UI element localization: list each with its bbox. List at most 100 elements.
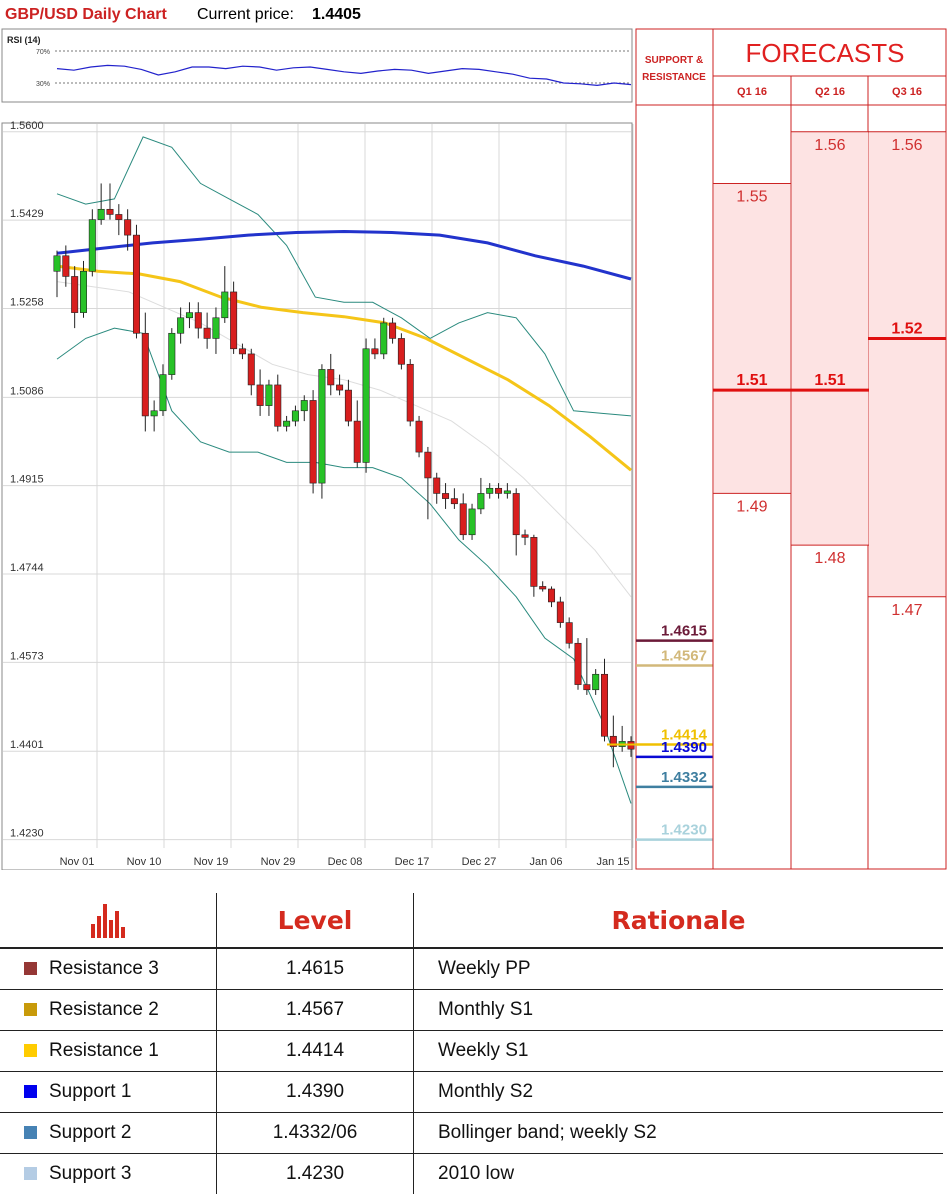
level-rationale: Monthly S2 [414, 1072, 944, 1113]
candle-body-up [160, 375, 166, 411]
candle-body-down [539, 586, 545, 589]
x-tick-label: Nov 10 [127, 856, 162, 868]
candle-body-up [89, 220, 95, 272]
y-tick-label: 1.5258 [10, 296, 44, 308]
forecast-range-band [869, 132, 945, 597]
x-tick-label: Jan 15 [596, 856, 629, 868]
level-name-cell: Support 3 [0, 1154, 217, 1194]
level-rationale: Weekly PP [414, 948, 944, 990]
rationale-header: Rationale [414, 893, 944, 948]
candle-body-down [584, 685, 590, 690]
candle-body-down [328, 369, 334, 384]
candle-body-down [345, 390, 351, 421]
level-header: Level [217, 893, 414, 948]
candle-body-down [230, 292, 236, 349]
y-tick-label: 1.5086 [10, 385, 44, 397]
sr-level-label: 1.4567 [661, 647, 707, 664]
candle-body-down [204, 328, 210, 338]
candle-body-down [389, 323, 395, 338]
level-name-cell: Resistance 2 [0, 990, 217, 1031]
candle-body-up [363, 349, 369, 463]
candle-body-down [195, 313, 201, 328]
level-rationale: Weekly S1 [414, 1031, 944, 1072]
candle-body-down [336, 385, 342, 390]
candle-body-up [319, 369, 325, 483]
candle-body-down [460, 504, 466, 535]
candle-body-down [495, 488, 501, 493]
level-color-swatch [24, 1044, 37, 1057]
candle-body-down [601, 674, 607, 736]
candle [133, 225, 139, 339]
candle-body-up [592, 674, 598, 689]
x-tick-label: Dec 08 [328, 856, 363, 868]
sr-level-label: 1.4615 [661, 623, 707, 640]
candle [363, 338, 369, 472]
sr-level-label: 1.4390 [661, 739, 707, 756]
chart-bars-icon [0, 893, 217, 948]
level-name: Resistance 3 [49, 958, 159, 979]
level-color-swatch [24, 1126, 37, 1139]
candle-body-up [266, 385, 272, 406]
candle-body-down [407, 364, 413, 421]
candle-body-up [469, 509, 475, 535]
forecast-col-header: Q2 16 [815, 86, 845, 98]
sr-title-line2: RESISTANCE [642, 72, 706, 83]
candle-body-down [257, 385, 263, 406]
level-color-swatch [24, 1085, 37, 1098]
candle-body-down [124, 220, 130, 235]
candle-body-down [71, 276, 77, 312]
candle-body-down [354, 421, 360, 462]
candle [319, 364, 325, 498]
candle [407, 359, 413, 426]
level-value: 1.4567 [217, 990, 414, 1031]
candle-body-down [416, 421, 422, 452]
candle-body-up [222, 292, 228, 318]
x-tick-label: Dec 27 [462, 856, 497, 868]
candle-body-down [425, 452, 431, 478]
forecast-max-label: 1.55 [736, 188, 767, 205]
candle-body-down [142, 333, 148, 416]
chart-area: GBP/USD Daily Chart Current price: 1.440… [0, 0, 950, 870]
candle-body-down [239, 349, 245, 354]
level-rationale: 2010 low [414, 1154, 944, 1194]
candle-body-down [513, 493, 519, 534]
candle-body-down [451, 499, 457, 504]
x-tick-label: Nov 19 [194, 856, 229, 868]
candle-body-down [442, 493, 448, 498]
candle-body-up [80, 271, 86, 312]
forecast-min-label: 1.49 [736, 498, 767, 515]
candle [416, 416, 422, 457]
x-tick-label: Dec 17 [395, 856, 430, 868]
level-name: Support 2 [49, 1122, 131, 1143]
level-value: 1.4615 [217, 948, 414, 990]
candle-body-down [248, 354, 254, 385]
y-tick-label: 1.5600 [10, 120, 44, 132]
forecast-min-label: 1.48 [814, 550, 845, 567]
candle-body-up [98, 209, 104, 219]
sr-level-label: 1.4230 [661, 822, 707, 839]
candle-body-up [54, 256, 60, 271]
level-name-cell: Support 1 [0, 1072, 217, 1113]
forecast-max-label: 1.56 [891, 137, 922, 154]
candle [310, 390, 316, 493]
y-tick-label: 1.5429 [10, 208, 44, 220]
candle-body-down [531, 537, 537, 586]
forecast-col-header: Q1 16 [737, 86, 767, 98]
candle [89, 209, 95, 276]
forecast-col-header: Q3 16 [892, 86, 922, 98]
y-tick-label: 1.4915 [10, 474, 44, 486]
candle-body-down [398, 338, 404, 364]
y-tick-label: 1.4401 [10, 739, 44, 751]
forecast-median-label: 1.51 [736, 372, 767, 389]
levels-table-header: Level Rationale [0, 893, 943, 948]
candle-body-down [557, 602, 563, 623]
candle-body-down [522, 535, 528, 538]
candle-body-down [107, 209, 113, 214]
candle-body-down [133, 235, 139, 333]
candle-body-up [487, 488, 493, 493]
